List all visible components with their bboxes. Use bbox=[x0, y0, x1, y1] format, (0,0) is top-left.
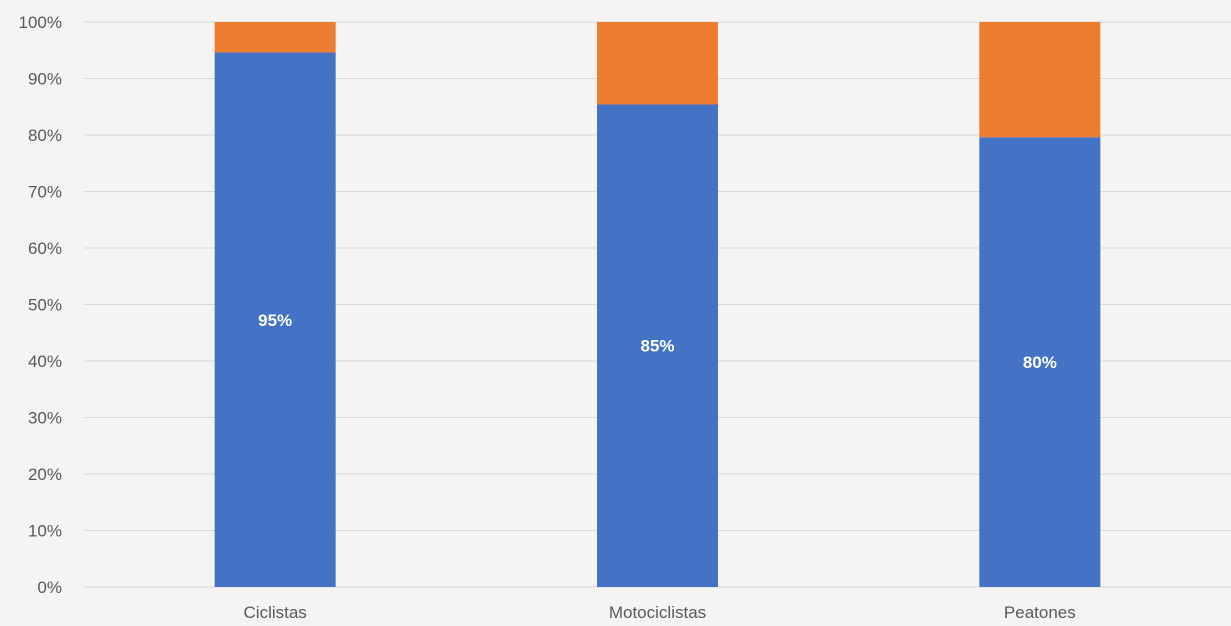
y-tick-label: 10% bbox=[28, 522, 62, 541]
x-category-label: Ciclistas bbox=[244, 603, 307, 622]
bar-segment-2 bbox=[979, 22, 1101, 138]
bars bbox=[214, 22, 1101, 588]
x-category-label: Peatones bbox=[1004, 603, 1076, 622]
y-tick-label: 40% bbox=[28, 352, 62, 371]
bar-segment-1 bbox=[597, 104, 718, 588]
y-tick-label: 70% bbox=[28, 183, 62, 202]
y-tick-label: 100% bbox=[19, 13, 62, 32]
y-tick-label: 80% bbox=[28, 126, 62, 145]
y-tick-label: 60% bbox=[28, 239, 62, 258]
x-axis-category-labels: Ciclistas Motociclistas Peatones bbox=[244, 603, 1076, 622]
x-category-label: Motociclistas bbox=[609, 603, 706, 622]
y-tick-label: 20% bbox=[28, 465, 62, 484]
bar-segment-2 bbox=[597, 22, 718, 105]
bar-segment-1 bbox=[979, 137, 1101, 587]
y-tick-label: 50% bbox=[28, 296, 62, 315]
data-label: 85% bbox=[640, 337, 674, 356]
y-axis-tick-labels: 0% 10% 20% 30% 40% 50% 60% 70% 80% 90% 100% bbox=[19, 13, 62, 597]
y-tick-label: 30% bbox=[28, 409, 62, 428]
y-tick-label: 90% bbox=[28, 70, 62, 89]
y-tick-label: 0% bbox=[37, 578, 62, 597]
data-label: 80% bbox=[1023, 353, 1057, 372]
bar-segment-2 bbox=[214, 22, 336, 53]
data-label: 95% bbox=[258, 311, 292, 330]
bar-segment-1 bbox=[214, 52, 336, 587]
data-labels: 95% 85% 80% bbox=[258, 311, 1057, 372]
